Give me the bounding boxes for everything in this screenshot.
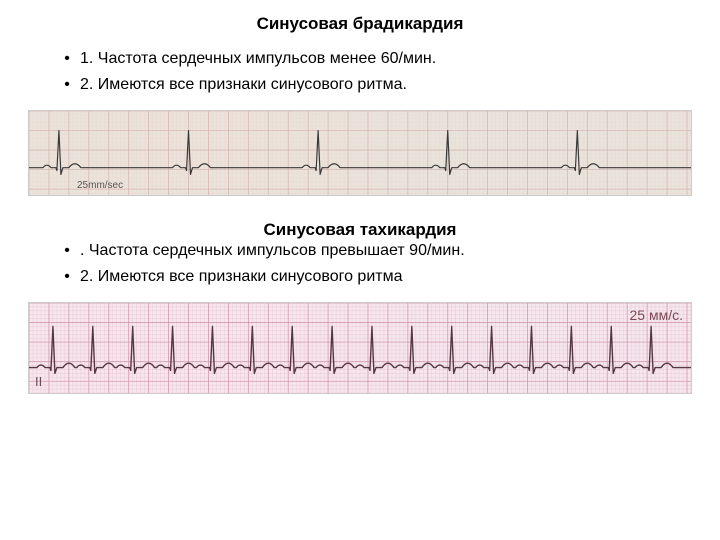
- bradycardia-bullets: • 1. Частота сердечных импульсов менее 6…: [54, 48, 692, 96]
- bullet-row: • 2. Имеются все признаки синусового рит…: [54, 74, 692, 96]
- ecg-strip-tachycardia: 25 мм/с. II: [28, 302, 692, 394]
- bullet-text: 2. Имеются все признаки синусового ритма…: [80, 74, 407, 96]
- bullet-text: 2. Имеются все признаки синусового ритма: [80, 266, 403, 288]
- title-bradycardia: Синусовая брадикардия: [28, 14, 692, 34]
- bullet-dot-icon: •: [54, 266, 80, 288]
- strip1-speed-label: 25mm/sec: [77, 180, 123, 191]
- bullet-dot-icon: •: [54, 48, 80, 70]
- ecg-strip-bradycardia: 25mm/sec: [28, 110, 692, 196]
- title-tachycardia: Синусовая тахикардия: [28, 220, 692, 240]
- bullet-dot-icon: •: [54, 240, 80, 262]
- tachycardia-bullets: • . Частота сердечных импульсов превышае…: [54, 240, 692, 288]
- bullet-row: • 1. Частота сердечных импульсов менее 6…: [54, 48, 692, 70]
- bullet-row: • 2. Имеются все признаки синусового рит…: [54, 266, 692, 288]
- bullet-row: • . Частота сердечных импульсов превышае…: [54, 240, 692, 262]
- bullet-text: . Частота сердечных импульсов превышает …: [80, 240, 465, 262]
- bullet-dot-icon: •: [54, 74, 80, 96]
- bullet-text: 1. Частота сердечных импульсов менее 60/…: [80, 48, 436, 70]
- strip2-lead-label: II: [35, 374, 42, 389]
- strip2-speed-label: 25 мм/с.: [630, 307, 684, 323]
